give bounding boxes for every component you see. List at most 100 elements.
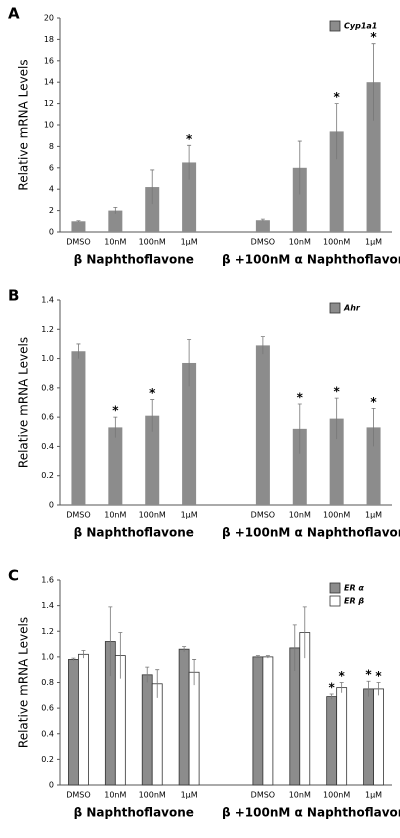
- significance-marker: *: [365, 668, 372, 682]
- bar: [71, 221, 86, 232]
- significance-marker: *: [297, 390, 304, 404]
- bar: [68, 659, 79, 786]
- x-tick-label: 10nM: [104, 511, 126, 520]
- bar: [292, 428, 307, 505]
- error-bar: [71, 657, 76, 661]
- bar: [326, 696, 338, 786]
- x-tick-label: 1μM: [181, 791, 198, 800]
- bar: [373, 688, 384, 786]
- error-bar: [76, 220, 81, 222]
- y-tick-label: 1.6: [41, 576, 54, 585]
- y-tick-label: 1.2: [41, 325, 54, 334]
- error-bar: [192, 659, 197, 686]
- x-tick-label: DMSO: [251, 791, 275, 800]
- legend-label: ER β: [344, 597, 364, 606]
- bar: [255, 345, 270, 505]
- y-axis-label: Relative mRNA Levels: [17, 59, 31, 190]
- group-label: β Naphthoflavone: [74, 253, 194, 267]
- error-bar: [265, 655, 270, 659]
- legend-swatch: [329, 302, 341, 314]
- error-bar: [76, 343, 81, 359]
- y-tick-label: 16: [44, 56, 54, 65]
- x-tick-label: DMSO: [251, 238, 275, 247]
- bar: [188, 671, 200, 786]
- significance-marker: *: [375, 669, 382, 683]
- y-tick-label: 1.0: [41, 354, 54, 363]
- x-tick-label: 10nM: [289, 238, 311, 247]
- y-tick-label: 0.8: [41, 678, 54, 687]
- y-tick-label: 2: [49, 206, 54, 215]
- error-bar: [81, 650, 86, 659]
- legend-label: ER α: [344, 584, 364, 593]
- bar: [366, 427, 381, 505]
- significance-marker: *: [112, 404, 119, 418]
- error-bar: [297, 140, 302, 195]
- bar: [336, 687, 348, 786]
- bar: [108, 427, 123, 505]
- x-tick-label: 10nM: [289, 791, 311, 800]
- x-tick-label: 1μM: [181, 238, 198, 247]
- error-bar: [302, 606, 307, 659]
- bar: [145, 187, 160, 232]
- error-bar: [150, 399, 155, 432]
- y-tick-label: 1.4: [41, 296, 54, 305]
- bar: [329, 418, 344, 505]
- y-tick-label: 0.6: [41, 413, 54, 422]
- error-bar: [145, 666, 150, 683]
- error-bar: [329, 693, 334, 700]
- bar: [255, 220, 270, 232]
- y-tick-label: 0.4: [41, 729, 54, 738]
- error-bar: [108, 606, 113, 677]
- x-tick-label: DMSO: [251, 511, 275, 520]
- legend-swatch: [329, 595, 341, 607]
- bar: [145, 415, 160, 505]
- bar: [71, 351, 86, 505]
- error-bar: [182, 646, 187, 652]
- group-label: β +100nM α Naphthoflavone: [222, 526, 400, 540]
- y-tick-label: 1.2: [41, 627, 54, 636]
- error-bar: [113, 416, 118, 438]
- error-bar: [339, 682, 344, 693]
- bar: [108, 210, 123, 232]
- legend-swatch: [329, 582, 341, 594]
- y-tick-label: 18: [44, 35, 54, 44]
- error-bar: [334, 397, 339, 440]
- x-tick-label: 100nM: [323, 238, 350, 247]
- y-tick-label: 0.6: [41, 704, 54, 713]
- y-tick-label: 8: [49, 142, 54, 151]
- y-tick-label: 1.4: [41, 601, 54, 610]
- error-bar: [187, 339, 192, 387]
- x-tick-label: 10nM: [104, 791, 126, 800]
- legend-label: Cyp1a1: [344, 22, 377, 31]
- significance-marker: *: [334, 385, 341, 399]
- significance-marker: *: [370, 395, 377, 409]
- panel-label: A: [8, 5, 20, 23]
- y-axis-label: Relative mRNA Levels: [17, 617, 31, 748]
- error-bar: [371, 407, 376, 447]
- group-label: β Naphthoflavone: [74, 806, 194, 820]
- x-tick-label: 1μM: [365, 511, 382, 520]
- group-label: β +100nM α Naphthoflavone: [222, 806, 400, 820]
- y-tick-label: 0: [49, 781, 54, 790]
- error-bar: [255, 655, 260, 659]
- y-tick-label: 12: [44, 99, 54, 108]
- x-tick-label: 1μM: [365, 791, 382, 800]
- y-tick-label: 10: [44, 121, 54, 130]
- y-tick-label: 4: [49, 185, 54, 194]
- bar: [151, 683, 163, 786]
- y-tick-label: 0.8: [41, 383, 54, 392]
- bar: [182, 362, 197, 505]
- significance-marker: *: [186, 132, 193, 146]
- bar: [262, 656, 274, 786]
- legend-label: Ahr: [343, 304, 361, 313]
- error-bar: [150, 169, 155, 205]
- y-tick-label: 1.0: [41, 652, 54, 661]
- error-bar: [366, 680, 371, 697]
- panel-label: B: [8, 287, 19, 305]
- error-bar: [371, 43, 376, 121]
- x-tick-label: 10nM: [289, 511, 311, 520]
- error-bar: [334, 103, 339, 160]
- x-tick-label: 10nM: [104, 238, 126, 247]
- y-tick-label: 0.2: [41, 755, 54, 764]
